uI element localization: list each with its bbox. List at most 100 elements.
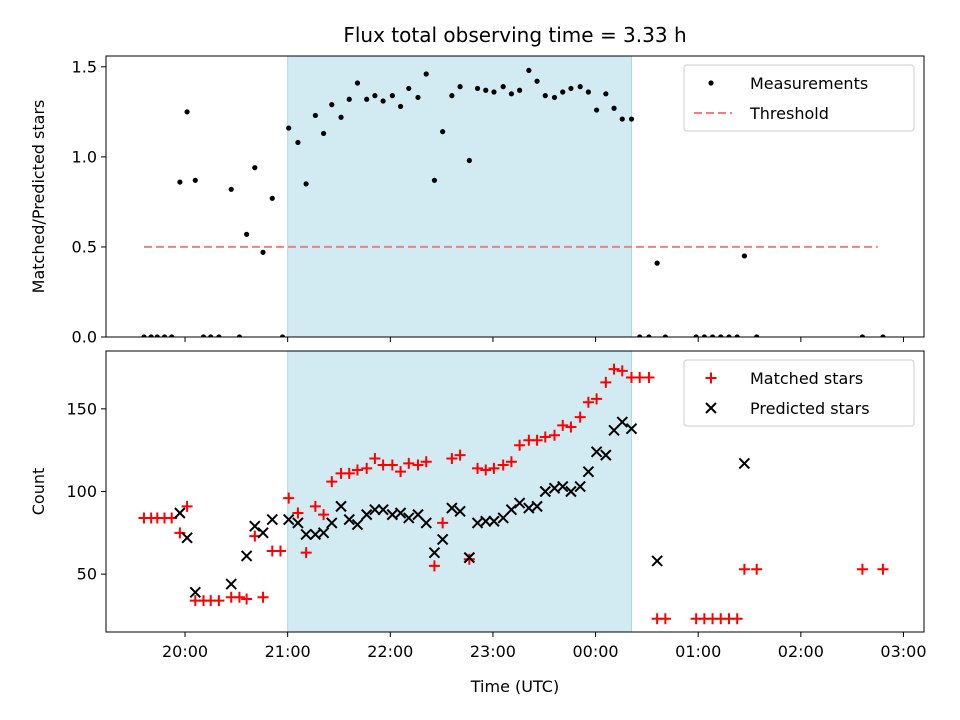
matched-star-point (437, 517, 449, 529)
measurement-point (718, 334, 724, 337)
measurement-point (154, 334, 160, 337)
predicted-star-point (436, 533, 449, 546)
measurement-point (859, 334, 866, 337)
measurement-point (320, 130, 327, 137)
measurement-point (364, 96, 370, 102)
measurement-point (449, 93, 455, 99)
matched-star-point (361, 462, 373, 474)
predicted-star-point (505, 503, 518, 516)
predicted-star-point (249, 520, 261, 532)
measurement-point (741, 253, 747, 259)
x-tick-label: 22:00 (367, 642, 413, 661)
measurement-point (466, 157, 472, 164)
predicted-star-point (351, 518, 364, 531)
matched-star-point (454, 449, 466, 461)
y-tick-label: 100 (66, 482, 97, 501)
predicted-star-point (738, 457, 751, 470)
matched-star-point (505, 456, 517, 468)
predicted-star-point (651, 555, 663, 567)
x-tick-label: 23:00 (470, 642, 516, 661)
measurement-point (208, 334, 214, 337)
predicted-star-point (428, 546, 441, 559)
data-points (141, 67, 886, 337)
predicted-star-point (292, 517, 304, 529)
observing-window-span (287, 55, 632, 338)
matched-star-point (309, 500, 321, 512)
matched-star-point (181, 500, 193, 512)
predicted-star-point (317, 527, 330, 539)
x-tick-label: 02:00 (778, 642, 824, 661)
measurement-point (534, 78, 540, 84)
y-axis-label: Count (29, 468, 48, 516)
measurement-point (585, 89, 591, 95)
measurement-point (628, 116, 635, 122)
y-tick-label: 1.0 (72, 147, 97, 166)
measurement-point (141, 334, 147, 337)
measurement-point (593, 107, 600, 113)
matched-star-point (659, 613, 671, 625)
predicted-star-point (181, 532, 193, 544)
measurement-point (726, 334, 732, 337)
y-tick-label: 0.5 (72, 237, 97, 256)
matched-star-point (488, 462, 500, 474)
x-tick-label: 20:00 (162, 642, 208, 661)
matched-star-point (539, 431, 551, 443)
legend-box (683, 359, 915, 427)
matched-star-point (241, 593, 253, 605)
predicted-star-point (565, 485, 577, 498)
x-tick-label: 00:00 (573, 642, 619, 661)
measurement-point (169, 334, 175, 337)
predicted-star-point (420, 517, 432, 529)
measurement-point (269, 195, 275, 201)
measurement-point (526, 67, 532, 74)
measurement-point (517, 87, 523, 93)
measurement-point (295, 139, 301, 146)
measurement-point (406, 85, 412, 92)
matched-star-point (582, 396, 594, 408)
matched-star-point (531, 434, 543, 446)
legend: Measurements Threshold (683, 64, 915, 132)
matched-star-point (751, 563, 763, 575)
predicted-star-point (590, 446, 603, 458)
legend-label: Measurements (750, 74, 868, 93)
matched-star-point (549, 429, 561, 441)
x-tick-label: 21:00 (265, 642, 311, 661)
matched-star-point (386, 459, 398, 471)
matched-star-point (731, 613, 743, 625)
matched-star-point (420, 456, 432, 468)
measurement-point (577, 84, 583, 90)
matched-star-point (326, 476, 338, 488)
measurement-point (346, 96, 352, 102)
matched-star-point (472, 462, 484, 474)
measurement-point (380, 98, 386, 104)
measurement-point (560, 89, 566, 95)
matched-star-point (557, 419, 569, 431)
matched-star-point (369, 452, 381, 464)
matched-star-point (463, 553, 475, 565)
measurement-point (542, 93, 548, 99)
matched-star-point (446, 452, 458, 464)
measurement-point (260, 249, 266, 255)
measurement-point (338, 114, 344, 120)
measurement-point (228, 186, 234, 192)
measurement-point (236, 334, 243, 337)
matched-star-point (274, 545, 286, 557)
top-panel: 0.0 0.5 1.0 1.5 Matched/Predicted stars Measu… (29, 55, 925, 347)
measurement-point (474, 85, 481, 92)
measurement-point (701, 334, 707, 337)
predicted-star-point (369, 503, 381, 516)
x-axis-label: Time (UTC) (470, 677, 559, 696)
legend-label: Predicted stars (750, 399, 870, 418)
legend-marker (705, 372, 717, 384)
measurement-point (244, 231, 250, 237)
legend-marker (708, 80, 714, 86)
measurement-point (329, 102, 335, 108)
matched-star-point (514, 439, 526, 451)
matched-star-point (565, 421, 577, 433)
measurement-point (654, 260, 660, 266)
predicted-star-point (266, 513, 278, 526)
measurement-point (303, 181, 309, 187)
measurement-point (161, 334, 168, 337)
legend-label: Threshold (749, 104, 829, 123)
predicted-star-point (189, 586, 201, 599)
